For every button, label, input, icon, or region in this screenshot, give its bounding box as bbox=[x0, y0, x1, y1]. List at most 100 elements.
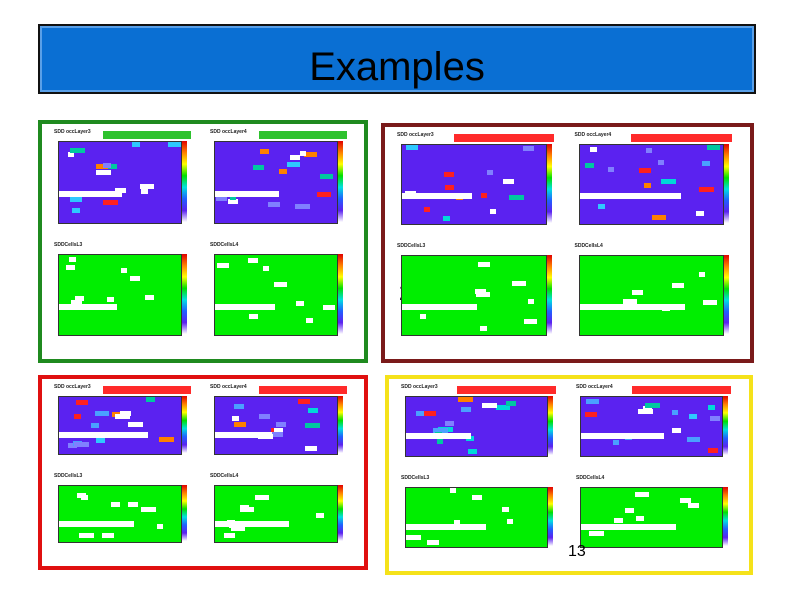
heatmap-cell bbox=[102, 532, 114, 538]
color-scale bbox=[338, 484, 343, 541]
heatmap-cell bbox=[305, 423, 320, 428]
heatmap-cell bbox=[445, 185, 454, 190]
heatmap-cell bbox=[268, 432, 283, 437]
dead-module-stripe bbox=[59, 191, 122, 197]
stats-legend bbox=[456, 386, 556, 394]
heatmap-cell bbox=[146, 397, 155, 402]
heatmap-cell bbox=[240, 504, 249, 510]
heatmap-cell bbox=[159, 437, 174, 442]
heatmap-cell bbox=[232, 416, 239, 421]
heatmap-cell bbox=[130, 275, 140, 281]
color-scale bbox=[182, 253, 187, 334]
stats-legend bbox=[453, 134, 555, 142]
heatmap-cell bbox=[638, 409, 653, 414]
heatmap-cell bbox=[145, 294, 154, 300]
heatmap-cell bbox=[168, 142, 181, 147]
heatmap-cell bbox=[524, 319, 537, 324]
heatmap-cell bbox=[308, 408, 318, 413]
heatmap-cell bbox=[660, 179, 676, 184]
heatmap-cell bbox=[688, 503, 699, 508]
heatmap-panel: SDD occLayer4 bbox=[208, 384, 354, 463]
heatmap-cell bbox=[216, 196, 227, 201]
slide-title: Examples bbox=[309, 45, 485, 89]
heatmap-panel: SDDCellsL4 bbox=[208, 242, 354, 345]
heatmap-cell bbox=[710, 416, 720, 421]
occupancy-heatmap bbox=[58, 141, 182, 224]
heatmap-cell bbox=[698, 272, 705, 277]
cells-heatmap bbox=[58, 484, 182, 543]
heatmap-cell bbox=[421, 411, 436, 416]
heatmap-cell bbox=[496, 405, 510, 410]
heatmap-cell bbox=[490, 209, 496, 214]
heatmap-cell bbox=[230, 195, 236, 200]
panel-title: SDDCellsL3 bbox=[401, 475, 430, 481]
heatmap-panel: SDD occLayer4 bbox=[573, 132, 741, 233]
heatmap-cell bbox=[584, 163, 594, 168]
heatmap-cell bbox=[503, 179, 514, 184]
heatmap-cell bbox=[121, 267, 127, 273]
heatmap-cell bbox=[260, 149, 269, 154]
heatmap-cell bbox=[74, 442, 89, 447]
occupancy-heatmap bbox=[580, 396, 723, 457]
cells-heatmap bbox=[578, 255, 724, 336]
heatmap-cell bbox=[255, 494, 269, 500]
heatmap-cell bbox=[672, 410, 678, 415]
heatmap-cell bbox=[638, 168, 651, 173]
heatmap-panel: SDDCellsL3 bbox=[52, 242, 198, 345]
heatmap-cell bbox=[597, 204, 605, 209]
heatmap-panel: SDD occLayer3 bbox=[52, 384, 198, 463]
heatmap-cell bbox=[487, 170, 493, 175]
heatmap-cell bbox=[72, 208, 80, 213]
heatmap-cell bbox=[458, 397, 473, 402]
heatmap-cell bbox=[643, 183, 651, 188]
heatmap-cell bbox=[290, 155, 300, 160]
heatmap-cell bbox=[651, 215, 666, 220]
panel-title: SDDCellsL4 bbox=[576, 475, 605, 481]
heatmap-panel: SDDCellsL4 bbox=[573, 243, 741, 344]
cells-heatmap bbox=[580, 487, 723, 548]
color-scale bbox=[548, 487, 553, 546]
heatmap-cell bbox=[478, 262, 490, 267]
heatmap-cell bbox=[507, 519, 513, 524]
dead-module-stripe bbox=[579, 193, 681, 199]
panel-title: SDD occLayer4 bbox=[576, 384, 613, 390]
stats-legend bbox=[631, 134, 732, 142]
color-scale bbox=[182, 396, 187, 453]
heatmap-panel: SDDCellsL3 bbox=[52, 473, 198, 552]
heatmap-cell bbox=[509, 195, 524, 200]
panel-title: SDD occLayer3 bbox=[54, 129, 91, 135]
heatmap-cell bbox=[643, 406, 652, 411]
heatmap-cell bbox=[461, 407, 471, 412]
occupancy-heatmap bbox=[214, 141, 338, 224]
color-scale bbox=[723, 487, 728, 546]
dead-module-stripe bbox=[215, 520, 289, 527]
heatmap-cell bbox=[304, 152, 317, 157]
heatmap-cell bbox=[263, 265, 269, 271]
dead-module-stripe bbox=[215, 432, 272, 438]
panel-title: SDDCellsL4 bbox=[210, 241, 239, 248]
heatmap-cell bbox=[74, 414, 81, 419]
dead-module-stripe bbox=[581, 524, 676, 530]
heatmap-cell bbox=[702, 300, 717, 305]
heatmap-cell bbox=[107, 296, 114, 302]
heatmap-cell bbox=[140, 184, 154, 189]
heatmap-cell bbox=[613, 440, 619, 445]
heatmap-cell bbox=[268, 202, 280, 207]
heatmap-cell bbox=[444, 172, 454, 177]
heatmap-cell bbox=[585, 412, 597, 417]
heatmap-cell bbox=[523, 146, 534, 151]
heatmap-cell bbox=[249, 313, 258, 319]
heatmap-cell bbox=[95, 411, 109, 416]
heatmap-cell bbox=[96, 170, 111, 175]
heatmap-cell bbox=[671, 283, 684, 288]
dead-module-stripe bbox=[406, 524, 486, 530]
heatmap-cell bbox=[79, 532, 94, 538]
heatmap-cell bbox=[468, 449, 477, 454]
panel-title: SDDCellsL3 bbox=[397, 243, 426, 249]
heatmap-cell bbox=[128, 422, 143, 427]
heatmap-cell bbox=[259, 414, 270, 419]
occupancy-heatmap bbox=[405, 396, 548, 457]
heatmap-cell bbox=[416, 411, 424, 416]
heatmap-cell bbox=[317, 192, 331, 197]
